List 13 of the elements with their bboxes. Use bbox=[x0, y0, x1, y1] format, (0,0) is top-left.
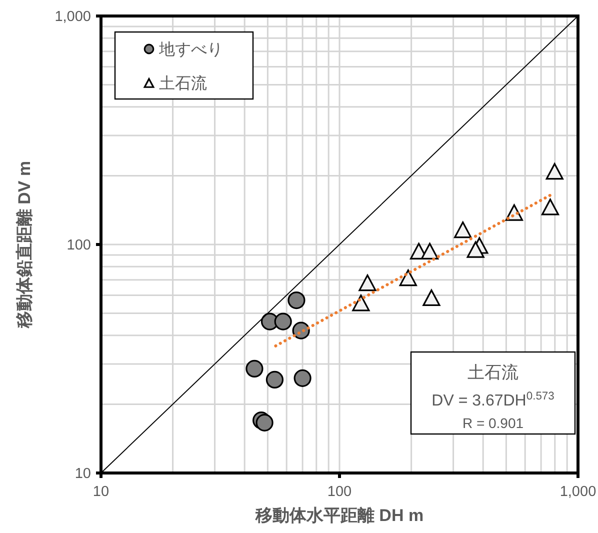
annotation: 土石流 bbox=[468, 362, 518, 382]
x-tick-label: 1,000 bbox=[560, 484, 596, 500]
y-axis-title: 移動体鉛直距離 DV m bbox=[15, 160, 34, 330]
x-tick-label: 10 bbox=[92, 484, 110, 500]
annotation: DV = 3.67DH$^{0.573}$ bbox=[432, 390, 554, 410]
legend-label: 地すべり bbox=[158, 40, 223, 59]
y-tick-label: 1,000 bbox=[54, 9, 91, 26]
x-tick-label: 100 bbox=[327, 484, 352, 500]
y-tick-label: 10 bbox=[74, 466, 91, 482]
x-axis-title: 移動体水平距離 DH m bbox=[254, 506, 424, 525]
annotation: R = 0.901 bbox=[462, 414, 524, 431]
legend-label: 土石流 bbox=[159, 74, 207, 93]
y-tick-label: 100 bbox=[66, 238, 91, 254]
